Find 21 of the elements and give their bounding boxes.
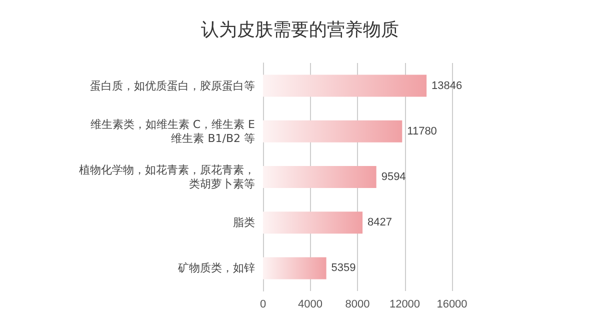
y-tick-label: 蛋白质，如优质蛋白，胶原蛋白等 [90,79,255,92]
bar [263,212,363,234]
data-label: 13846 [432,80,462,92]
bar [263,166,376,188]
y-tick-label: 维生素类，如维生素 C，维生素 E 维生素 B1/B2 等 [90,118,256,145]
x-tick-label: 16000 [436,298,468,310]
x-tick-label: 4000 [298,298,322,310]
y-tick-label: 脂类 [233,216,255,230]
chart-title: 认为皮肤需要的营养物质 [201,20,399,40]
bar [263,257,326,280]
data-label: 11780 [407,125,437,138]
x-tick-label: 12000 [389,298,420,310]
bar [263,120,402,142]
data-label: 8427 [368,216,392,229]
x-tick-label: 0 [260,298,266,310]
x-tick-label: 8000 [345,298,370,310]
bar [263,74,427,97]
y-tick-label: 矿物质类，如锌 [177,262,255,275]
data-label: 5359 [331,262,356,274]
data-label: 9594 [381,171,406,183]
y-tick-label: 植物化学物，如花青素，原花青素，类胡萝卜素等 [79,164,255,190]
